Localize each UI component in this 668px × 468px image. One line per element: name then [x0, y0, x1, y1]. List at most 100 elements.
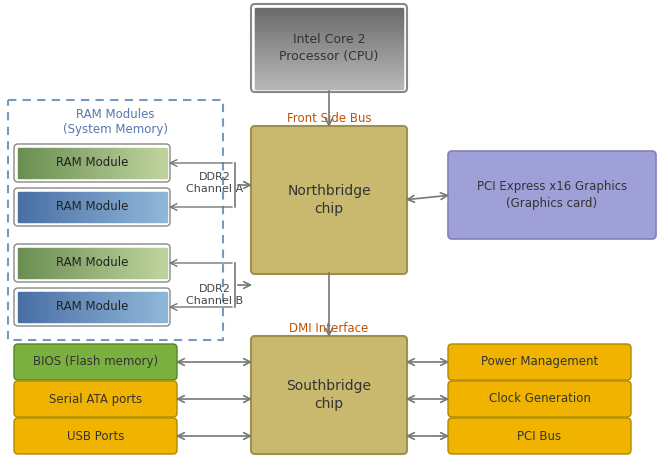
FancyBboxPatch shape: [448, 418, 631, 454]
Text: PCI Bus: PCI Bus: [518, 430, 562, 443]
Bar: [92, 292, 96, 322]
Bar: [62, 248, 67, 278]
Bar: [255, 66, 403, 68]
Bar: [255, 80, 403, 82]
Bar: [162, 248, 166, 278]
Bar: [21, 292, 26, 322]
Bar: [92, 148, 96, 178]
Bar: [33, 192, 37, 222]
Bar: [255, 54, 403, 57]
Text: RAM Module: RAM Module: [56, 256, 128, 270]
Bar: [92, 192, 96, 222]
FancyBboxPatch shape: [14, 418, 177, 454]
Bar: [88, 192, 92, 222]
Bar: [88, 292, 92, 322]
Text: RAM Module: RAM Module: [56, 300, 128, 314]
Bar: [40, 148, 44, 178]
Bar: [77, 192, 81, 222]
Bar: [73, 248, 77, 278]
Bar: [255, 58, 403, 60]
Bar: [18, 192, 22, 222]
Bar: [69, 148, 74, 178]
Bar: [55, 248, 59, 278]
Bar: [255, 76, 403, 79]
Bar: [158, 192, 163, 222]
Bar: [255, 20, 403, 22]
Bar: [255, 38, 403, 41]
Bar: [255, 62, 403, 65]
Bar: [55, 192, 59, 222]
Bar: [151, 148, 156, 178]
Bar: [21, 192, 26, 222]
Bar: [73, 292, 77, 322]
Bar: [114, 148, 118, 178]
Bar: [255, 56, 403, 58]
Text: Intel Core 2
Processor (CPU): Intel Core 2 Processor (CPU): [279, 33, 379, 63]
Bar: [103, 192, 108, 222]
Bar: [88, 148, 92, 178]
Bar: [144, 248, 148, 278]
Bar: [62, 148, 67, 178]
Bar: [100, 148, 104, 178]
Bar: [255, 16, 403, 19]
Bar: [114, 248, 118, 278]
Bar: [110, 192, 115, 222]
Bar: [77, 248, 81, 278]
Bar: [66, 248, 70, 278]
Bar: [255, 12, 403, 15]
Bar: [18, 148, 22, 178]
Bar: [69, 292, 74, 322]
Bar: [118, 248, 122, 278]
Bar: [51, 192, 55, 222]
FancyBboxPatch shape: [14, 381, 177, 417]
Text: BIOS (Flash memory): BIOS (Flash memory): [33, 356, 158, 368]
Bar: [85, 248, 89, 278]
Bar: [155, 192, 159, 222]
Bar: [122, 148, 126, 178]
Bar: [77, 292, 81, 322]
Bar: [40, 248, 44, 278]
Bar: [55, 292, 59, 322]
Bar: [33, 248, 37, 278]
Bar: [255, 60, 403, 63]
Text: USB Ports: USB Ports: [67, 430, 124, 443]
Bar: [103, 292, 108, 322]
Bar: [255, 14, 403, 16]
Bar: [107, 148, 111, 178]
Bar: [255, 48, 403, 51]
FancyBboxPatch shape: [251, 126, 407, 274]
Bar: [114, 192, 118, 222]
Bar: [29, 148, 33, 178]
Bar: [51, 148, 55, 178]
Text: Southbridge
chip: Southbridge chip: [287, 379, 371, 411]
Bar: [255, 84, 403, 87]
Bar: [255, 34, 403, 37]
Bar: [96, 248, 100, 278]
Bar: [122, 192, 126, 222]
Text: Power Management: Power Management: [481, 356, 598, 368]
Bar: [59, 248, 63, 278]
Bar: [255, 30, 403, 32]
Bar: [148, 292, 152, 322]
Bar: [44, 148, 48, 178]
Bar: [126, 292, 130, 322]
Bar: [85, 192, 89, 222]
Bar: [66, 148, 70, 178]
Bar: [140, 248, 144, 278]
Bar: [126, 192, 130, 222]
Bar: [18, 248, 22, 278]
Bar: [136, 292, 140, 322]
Bar: [55, 148, 59, 178]
Bar: [66, 192, 70, 222]
Bar: [158, 148, 163, 178]
FancyBboxPatch shape: [14, 344, 177, 380]
Bar: [51, 292, 55, 322]
Bar: [69, 248, 74, 278]
Bar: [110, 292, 115, 322]
Bar: [255, 86, 403, 88]
Bar: [136, 248, 140, 278]
Bar: [151, 248, 156, 278]
Bar: [148, 248, 152, 278]
Bar: [133, 148, 137, 178]
Bar: [162, 148, 166, 178]
